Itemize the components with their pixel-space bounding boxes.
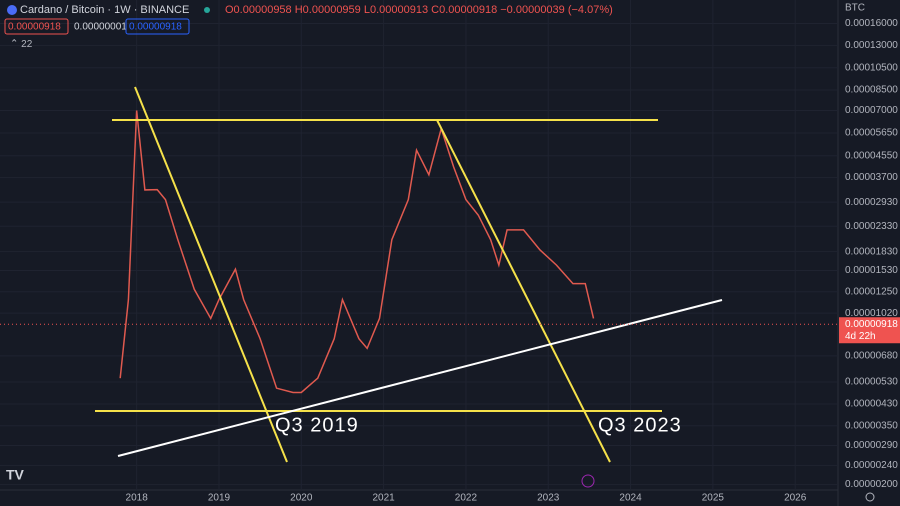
input-box[interactable] [125, 18, 190, 35]
y-tick-label: 0.00001830 [845, 246, 898, 257]
input-box[interactable] [4, 18, 69, 35]
x-tick-label: 2023 [537, 493, 560, 504]
ohlc: O0.00000958 H0.00000959 L0.00000913 C0.0… [225, 4, 613, 16]
y-tick-label: 0.00000680 [845, 350, 898, 361]
annotation: Q3 2023 [598, 414, 682, 436]
symbol[interactable]: Cardano / Bitcoin · 1W · BINANCE [20, 4, 189, 16]
annotation: Q3 2019 [275, 414, 359, 436]
x-tick-label: 2025 [702, 493, 725, 504]
input[interactable]: 0.00000918 [129, 22, 182, 33]
countdown: 4d 22h [845, 331, 876, 342]
x-tick-label: 2019 [208, 493, 231, 504]
plot [0, 0, 838, 490]
y-tick-label: 0.00007000 [845, 105, 898, 116]
logo: TV [6, 467, 25, 483]
x-tick-label: 2020 [290, 493, 313, 504]
y-tick-label: 0.00001020 [845, 308, 898, 319]
y-tick-label: 0.00003700 [845, 172, 898, 183]
x-tick-label: 2021 [372, 493, 395, 504]
trend-line [436, 119, 611, 463]
event-icon[interactable] [581, 474, 595, 488]
indicator-toggle[interactable]: ⌃ 22 [10, 39, 33, 50]
y-tick-label: 0.00010500 [845, 62, 898, 73]
x-tick-label: 2026 [784, 493, 807, 504]
symbol-icon [7, 5, 17, 15]
y-tick-label: 0.00000350 [845, 420, 898, 431]
x-tick-label: 2018 [126, 493, 149, 504]
y-tick-label: 0.00016000 [845, 18, 898, 29]
y-tick-label: 0.00013000 [845, 40, 898, 51]
trend-line [117, 299, 723, 457]
y-tick-label: 0.00000240 [845, 460, 898, 471]
y-tick-label: 0.00001250 [845, 286, 898, 297]
last-price-tag [839, 317, 900, 344]
status-dot [204, 7, 210, 13]
y-tick-label: 0.00001530 [845, 265, 898, 276]
y-tick-label: 0.00000530 [845, 377, 898, 388]
currency: BTC [845, 3, 865, 14]
x-tick-label: 2022 [455, 493, 478, 504]
trend-line [134, 86, 288, 463]
last-price-label: 0.00000918 [845, 319, 898, 330]
price-line [119, 110, 595, 394]
input[interactable]: 0.00000001 [74, 22, 127, 33]
y-tick-label: 0.00002930 [845, 197, 898, 208]
x-tick-label: 2024 [619, 493, 642, 504]
y-tick-label: 0.00000430 [845, 399, 898, 410]
settings-icon[interactable] [865, 492, 875, 502]
y-tick-label: 0.00000200 [845, 479, 898, 490]
y-tick-label: 0.00005650 [845, 128, 898, 139]
y-tick-label: 0.00004550 [845, 150, 898, 161]
input[interactable]: 0.00000918 [8, 22, 61, 33]
y-tick-label: 0.00008500 [845, 85, 898, 96]
y-tick-label: 0.00000290 [845, 440, 898, 451]
indicator-count: 22 [21, 39, 33, 50]
y-tick-label: 0.00002330 [845, 221, 898, 232]
